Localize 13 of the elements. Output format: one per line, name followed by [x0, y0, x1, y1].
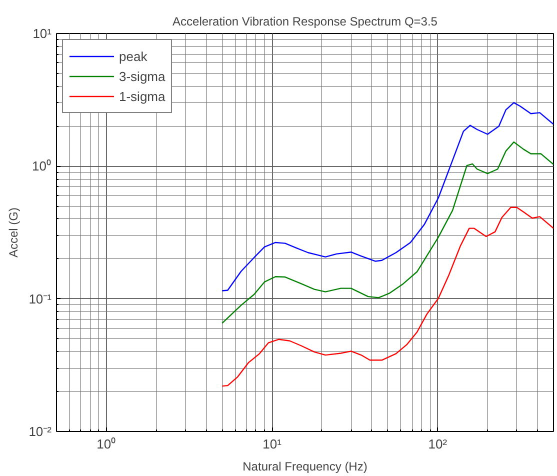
y-axis-title: Accel (G): [6, 207, 21, 258]
chart-title: Acceleration Vibration Response Spectrum Q=3.5: [172, 14, 438, 28]
x-tick-label: 10⁰: [96, 436, 116, 452]
y-tick-label: 10⁻¹: [28, 291, 52, 306]
y-tick-label: 10⁻²: [28, 424, 52, 439]
x-tick-label: 10²: [428, 436, 448, 452]
legend-label: 1-sigma: [119, 88, 166, 104]
y-tick-label: 10¹: [32, 26, 52, 41]
y-tick-label: 10⁰: [32, 158, 52, 174]
x-tick-label: 10¹: [262, 436, 282, 452]
legend-label: 3-sigma: [119, 68, 166, 84]
x-axis-title: Natural Frequency (Hz): [242, 460, 368, 474]
legend-label: peak: [119, 48, 148, 64]
